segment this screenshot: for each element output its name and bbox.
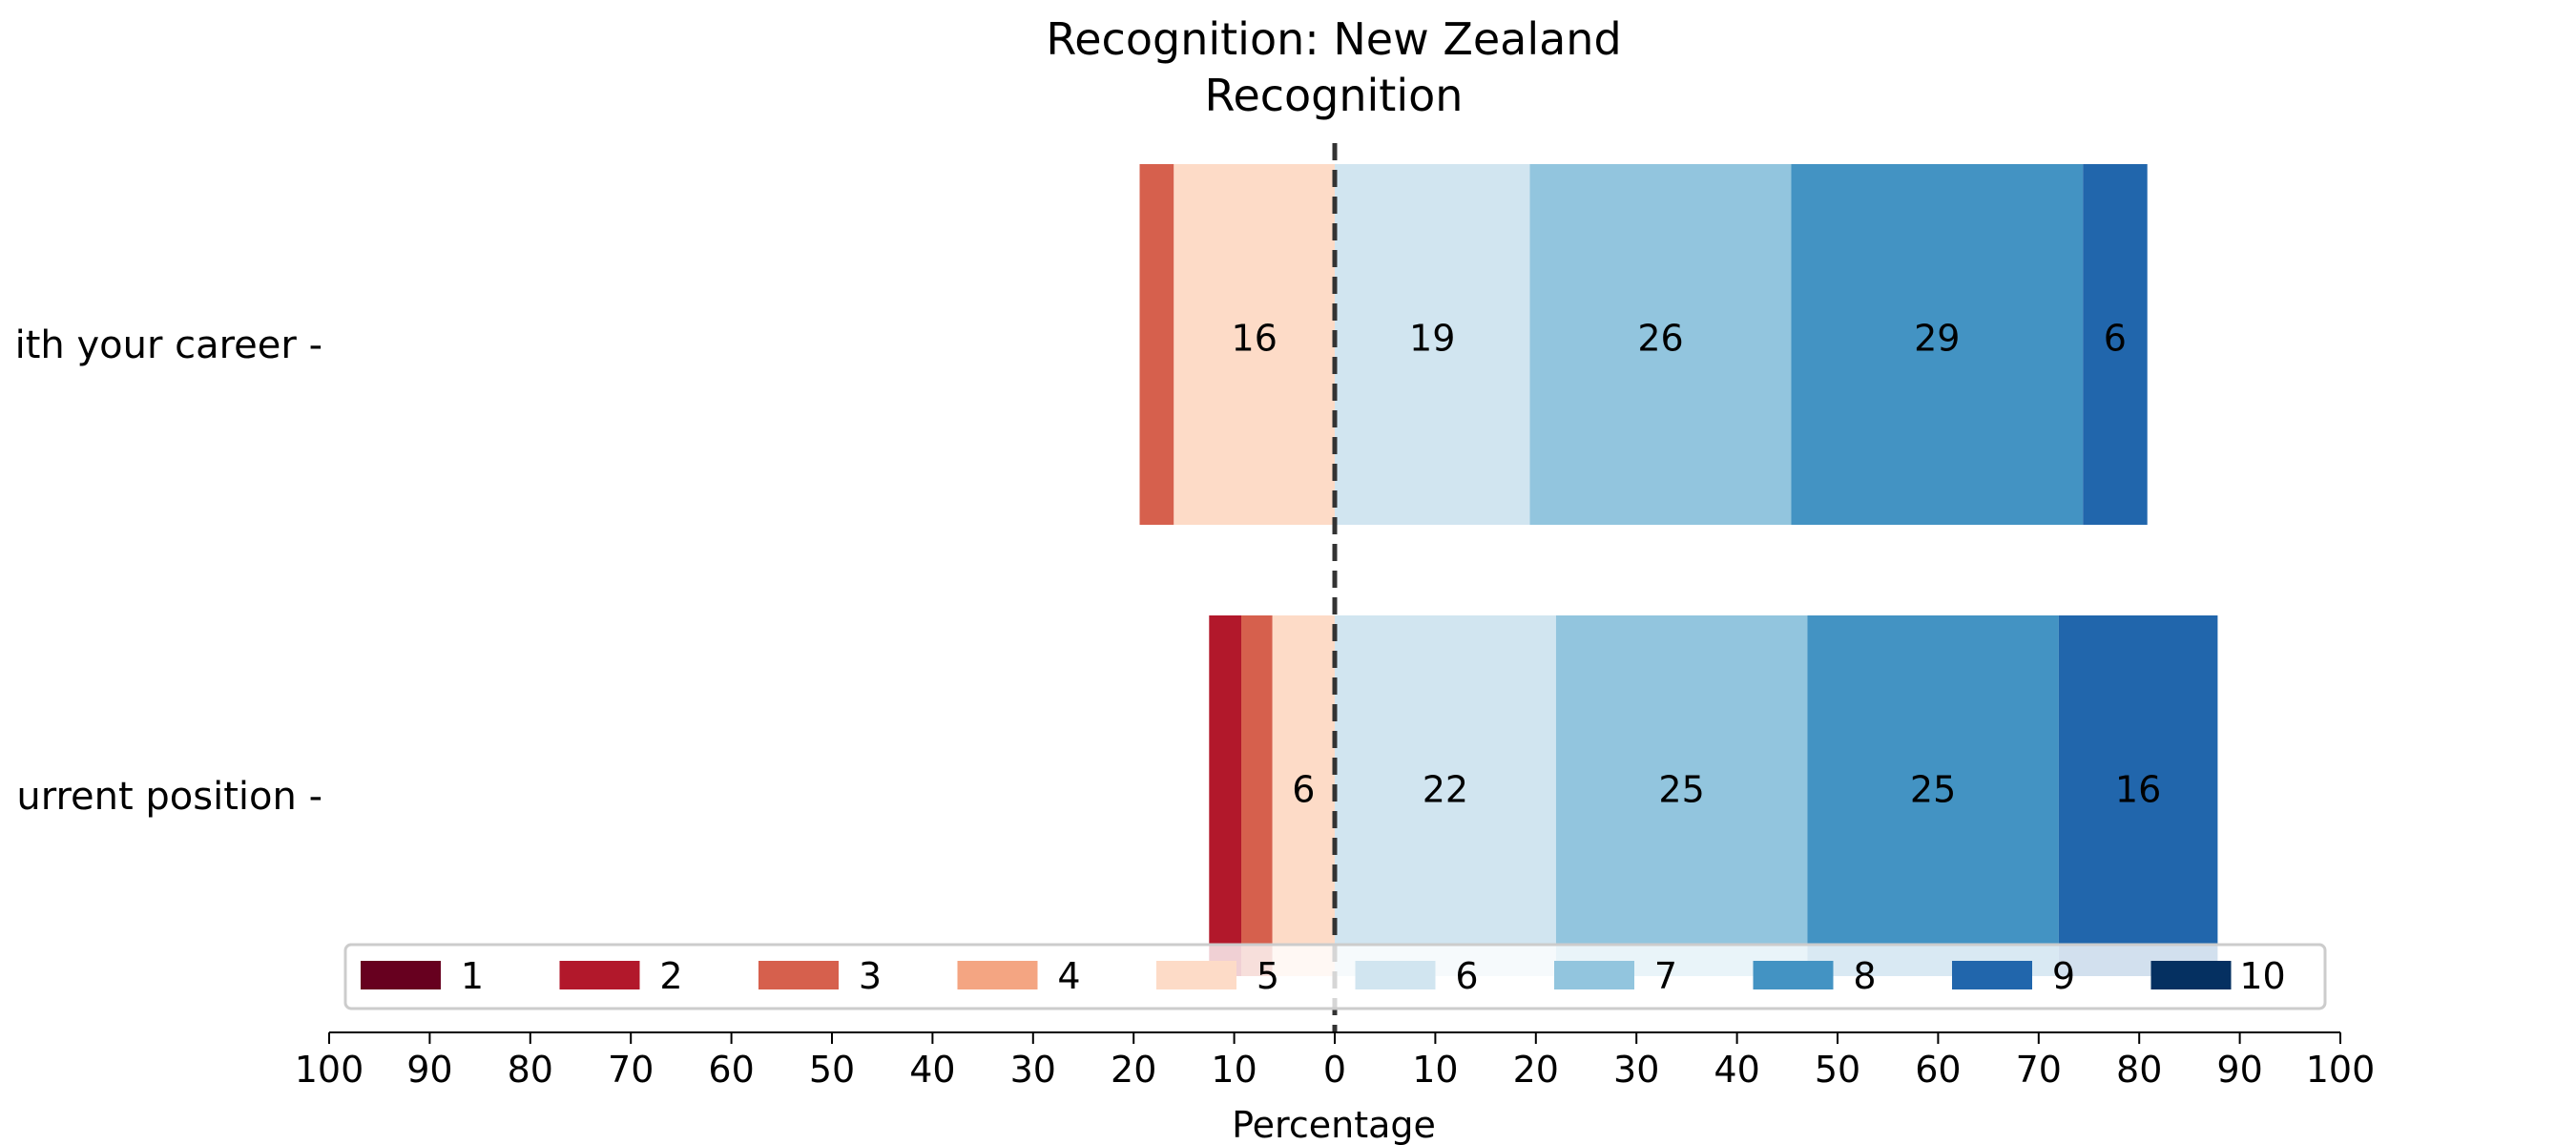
data-label: 25	[1658, 769, 1704, 811]
chart-title-line1: Recognition: New Zealand	[1046, 13, 1621, 65]
legend-label-2: 2	[659, 955, 682, 997]
data-label: 26	[1637, 318, 1683, 360]
legend-swatch-9	[1952, 961, 2032, 989]
x-tick-label: 40	[909, 1049, 955, 1091]
legend-swatch-6	[1355, 961, 1436, 989]
bar-segment-8-row-2	[1807, 615, 2059, 976]
data-label: 6	[2104, 318, 2127, 360]
legend-box	[343, 943, 2327, 1010]
x-tick-label: 40	[1714, 1049, 1759, 1091]
legend-label-3: 3	[859, 955, 882, 997]
data-label: 25	[1910, 769, 1956, 811]
legend-label-10: 10	[2239, 955, 2285, 997]
legend-swatch-4	[957, 961, 1038, 989]
bar-segment-8-row-1	[1791, 164, 2084, 525]
x-tick-label: 50	[809, 1049, 855, 1091]
legend-swatch-3	[758, 961, 839, 989]
legend-swatch-2	[559, 961, 640, 989]
legend-label-1: 1	[461, 955, 484, 997]
x-tick-label: 20	[1513, 1049, 1559, 1091]
x-tick-label: 50	[1815, 1049, 1860, 1091]
legend-swatch-7	[1554, 961, 1634, 989]
bar-segment-5-row-2	[1272, 615, 1335, 976]
data-label: 19	[1409, 318, 1455, 360]
x-tick-label: 70	[608, 1049, 654, 1091]
bar-segment-6-row-2	[1335, 615, 1556, 976]
legend-label-7: 7	[1654, 955, 1677, 997]
x-tick-label: 10	[1211, 1049, 1257, 1091]
bar-segment-9-row-1	[2083, 164, 2148, 525]
x-tick-label: 60	[708, 1049, 754, 1091]
bar-segment-9-row-2	[2058, 615, 2218, 976]
bar-segment-6-row-1	[1335, 164, 1530, 525]
x-tick-label: 80	[2116, 1049, 2162, 1091]
legend-label-6: 6	[1455, 955, 1478, 997]
data-label: 16	[2115, 769, 2161, 811]
bar-segment-3-row-1	[1139, 164, 1174, 525]
bar-segment-7-row-2	[1555, 615, 1808, 976]
x-tick-label: 90	[406, 1049, 452, 1091]
category-label: urrent position -	[16, 775, 322, 819]
category-labels: ith your career - urrent position -	[15, 323, 322, 819]
x-axis-label: Percentage	[1232, 1104, 1436, 1145]
data-label: 29	[1914, 318, 1960, 360]
x-tick-label: 60	[1915, 1049, 1961, 1091]
legend-label-8: 8	[1853, 955, 1876, 997]
x-tick-label: 30	[1613, 1049, 1659, 1091]
bar-segment-7-row-1	[1529, 164, 1792, 525]
x-tick-label: 70	[2016, 1049, 2062, 1091]
legend-swatch-5	[1156, 961, 1236, 989]
x-tick-label: 0	[1323, 1049, 1346, 1091]
legend-swatch-1	[361, 961, 441, 989]
x-axis: 100 90 80 70 60 50 40 30 20 10 0 10 20 30 40 50 60 70 80 90…	[295, 1031, 2376, 1091]
legend-label-9: 9	[2052, 955, 2075, 997]
x-tick-label: 100	[295, 1049, 364, 1091]
x-tick-label: 90	[2216, 1049, 2262, 1091]
x-tick-label: 100	[2306, 1049, 2376, 1091]
data-label: 22	[1423, 769, 1468, 811]
x-tick-label: 30	[1010, 1049, 1056, 1091]
data-label: 16	[1232, 318, 1278, 360]
bars-layer: 16 19 26 29 6 6 22 25 25 16	[1139, 164, 2218, 976]
legend-label-4: 4	[1057, 955, 1080, 997]
legend-swatch-8	[1753, 961, 1834, 989]
bar-segment-3-row-2	[1241, 615, 1273, 976]
x-tick-label: 80	[508, 1049, 553, 1091]
x-tick-label: 20	[1111, 1049, 1156, 1091]
data-label: 6	[1292, 769, 1315, 811]
bar-segment-2-row-2	[1209, 615, 1241, 976]
chart-title-line2: Recognition	[1205, 70, 1464, 121]
category-label: ith your career -	[15, 323, 322, 367]
legend-swatch-10	[2150, 961, 2232, 989]
bar-segment-5-row-1	[1174, 164, 1335, 525]
x-tick-label: 10	[1412, 1049, 1458, 1091]
legend: 1 2 3 4 5 6 7 8 9 10	[343, 943, 2327, 1010]
legend-label-5: 5	[1257, 955, 1279, 997]
